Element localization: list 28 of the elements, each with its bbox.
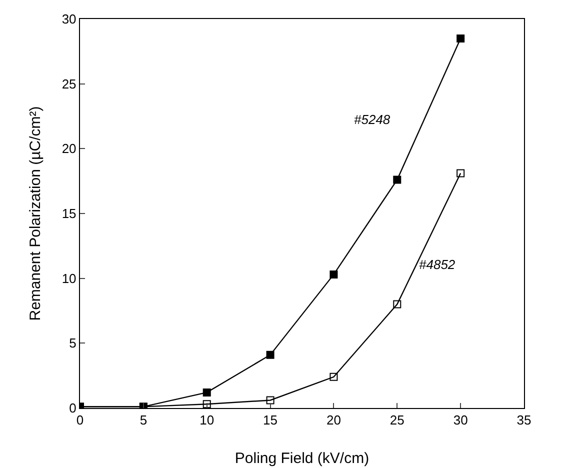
y-tick-label: 15 bbox=[62, 206, 76, 222]
x-axis-title: Poling Field (kV/cm) bbox=[234, 450, 370, 468]
x-tick-label: 30 bbox=[453, 412, 468, 428]
x-tick-label: 20 bbox=[326, 412, 341, 428]
x-tick-label: 10 bbox=[200, 412, 214, 428]
series-label: #4852 bbox=[419, 257, 456, 272]
y-tick-label: 5 bbox=[69, 336, 76, 351]
point bbox=[393, 300, 402, 308]
x-tick-label: 5 bbox=[140, 412, 148, 428]
y-tick-label: 25 bbox=[62, 76, 76, 92]
y-tick-label: 0 bbox=[69, 400, 76, 416]
point bbox=[393, 176, 402, 184]
y-tick-label: 10 bbox=[62, 270, 76, 286]
point bbox=[456, 34, 465, 42]
x-tick-label: 15 bbox=[263, 412, 278, 428]
x-tick-label: 35 bbox=[516, 412, 532, 428]
text: #5248 bbox=[354, 112, 391, 127]
y-axis-title: Remanent Polarization (µC/cm²) bbox=[26, 106, 44, 321]
point bbox=[330, 270, 338, 278]
point bbox=[266, 396, 274, 404]
point bbox=[202, 388, 211, 396]
x-tick-label: 25 bbox=[390, 412, 404, 428]
point bbox=[202, 400, 211, 408]
point bbox=[456, 169, 465, 178]
point bbox=[266, 350, 274, 359]
y-tick-label: 30 bbox=[62, 12, 76, 27]
point bbox=[330, 372, 338, 381]
y-tick-label: 20 bbox=[62, 141, 76, 156]
